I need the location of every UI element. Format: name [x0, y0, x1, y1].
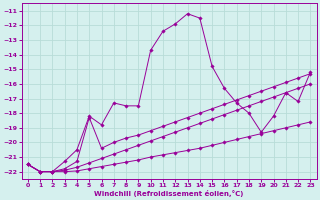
X-axis label: Windchill (Refroidissement éolien,°C): Windchill (Refroidissement éolien,°C): [94, 190, 244, 197]
